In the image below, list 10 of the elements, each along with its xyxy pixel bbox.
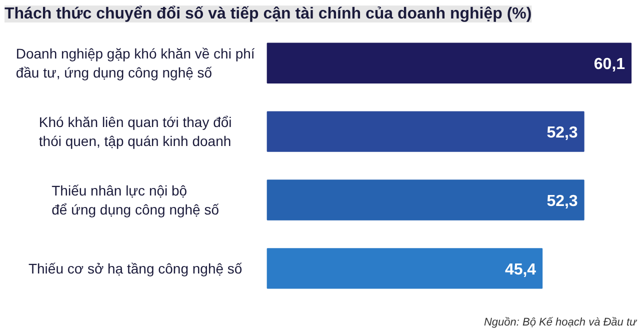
text: Nguồn: Bộ Kế hoạch và Đầu tư (484, 316, 638, 328)
y-tick-label: Khó khăn liên quan tới thay đổi thói quen, tập quán kinh doanh (38, 114, 232, 150)
y-tick-label: Doanh nghiệp gặp khó khăn về chi phí đầu tư, ứng dụng công nghệ số (16, 46, 255, 81)
y-tick-label: Thiếu cơ sở hạ tầng công nghệ số (28, 260, 242, 276)
data-label: 45,4 (504, 261, 536, 278)
data-label: 52,3 (546, 124, 578, 142)
y-tick-label: Thiếu nhân lực nội bộ để ứng dụng công nghệ số (52, 182, 220, 218)
data-label: 60,1 (594, 56, 626, 74)
chart-title: Thách thức chuyển đổi số và tiếp cận tài chính của doanh nghiệp (%) (4, 6, 532, 22)
data-label: 52,3 (546, 193, 578, 210)
